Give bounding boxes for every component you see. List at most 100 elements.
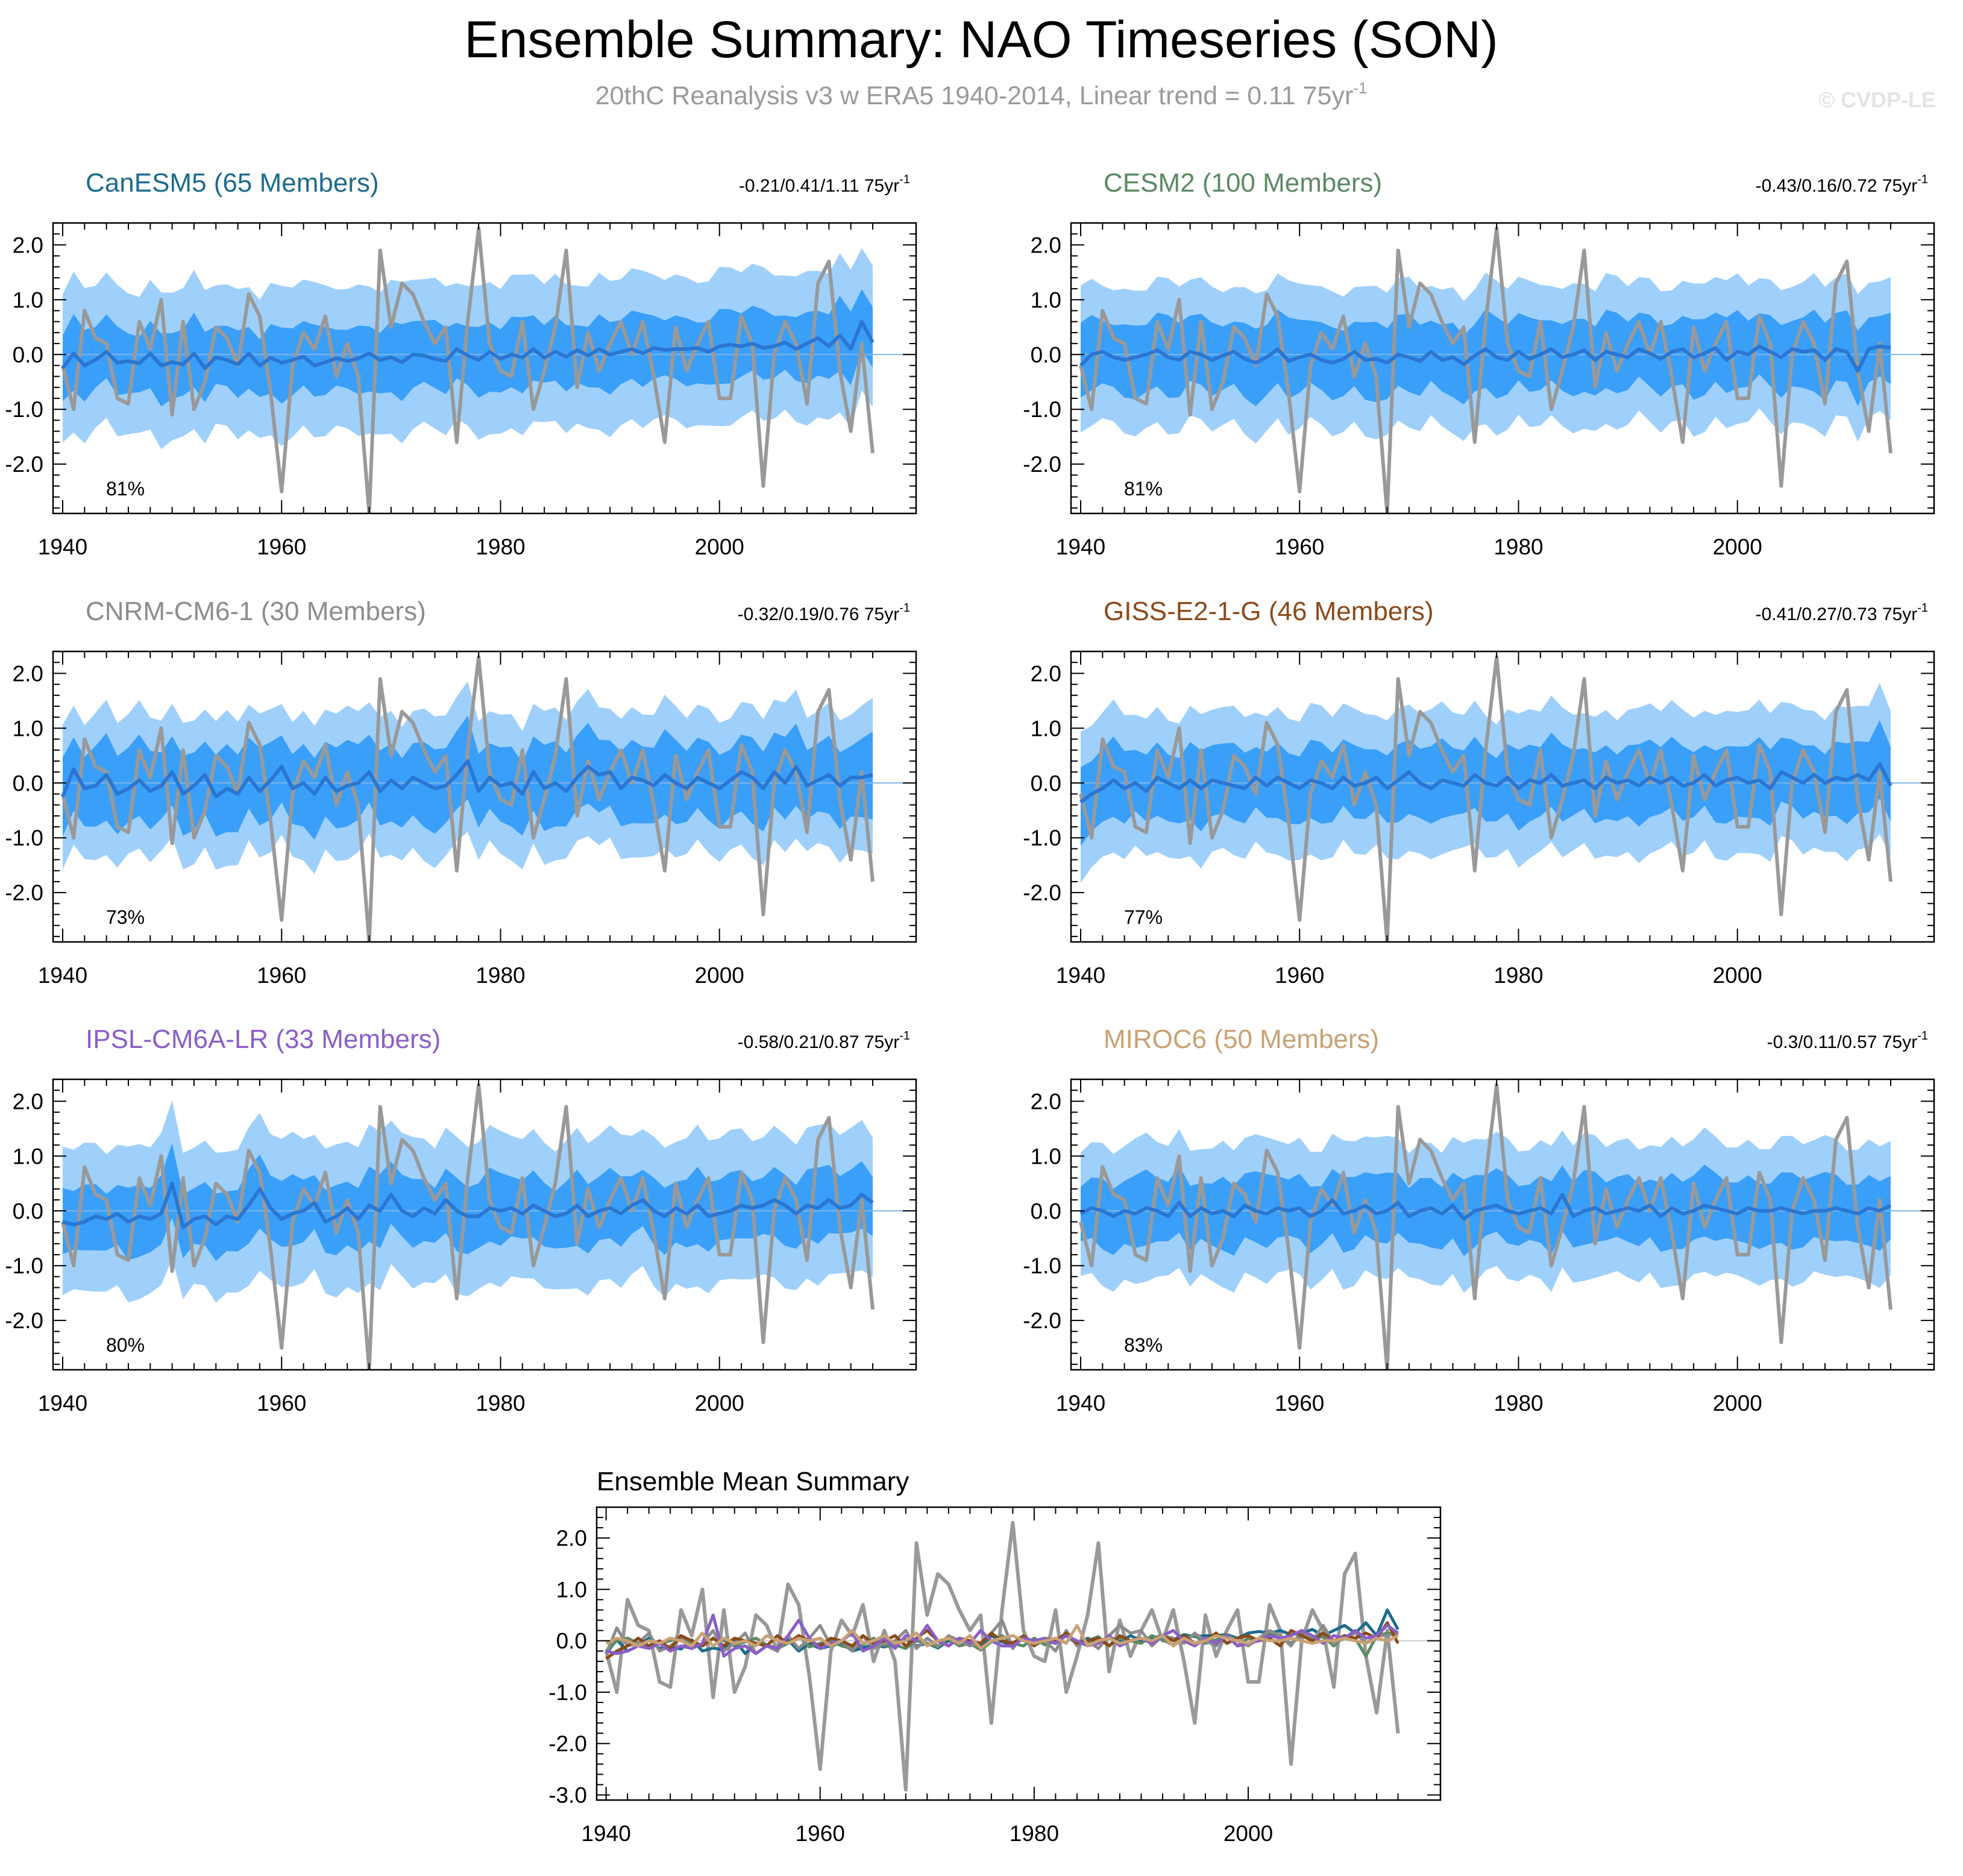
plot-frame (52, 222, 917, 515)
x-tick-label: 2000 (1713, 1391, 1762, 1416)
panel-title: CESM2 (100 Members) (1104, 168, 1382, 198)
x-tick-label: 2000 (695, 963, 744, 988)
percent-label: 83% (1124, 1334, 1163, 1356)
panel-stats: -0.43/0.16/0.72 75yr-1 (1756, 173, 1928, 196)
y-tick-label: -2.0 (548, 1731, 587, 1756)
x-tick-label: 1960 (1275, 963, 1324, 988)
stats-value: -0.41/0.27/0.73 75yr (1756, 604, 1918, 624)
x-tick-label: 1980 (1010, 1821, 1059, 1846)
y-tick-label: 1.0 (1031, 287, 1061, 312)
y-tick-label: -2.0 (1023, 880, 1061, 905)
y-tick-label: -1.0 (5, 826, 43, 850)
percent-label: 77% (1124, 906, 1163, 928)
y-tick-label: 2.0 (556, 1526, 587, 1551)
ensemble-mean-line (61, 319, 875, 370)
plot-frame (52, 1078, 917, 1371)
plot-frame (1070, 1078, 1935, 1371)
subtitle-text: 20thC Reanalysis v3 w ERA5 1940-2014, Li… (595, 81, 1354, 110)
mean-line-miroc6 (605, 1623, 1399, 1650)
x-tick-label: 1940 (38, 963, 87, 988)
x-tick-label: 2000 (1713, 535, 1762, 559)
plot-frame (1070, 222, 1935, 515)
x-tick-label: 1980 (476, 535, 525, 559)
x-tick-label: 1960 (257, 535, 306, 559)
x-tick-label: 1980 (1493, 963, 1543, 988)
x-tick-label: 1960 (1275, 1391, 1324, 1416)
plot-frame (595, 1506, 1442, 1801)
y-tick-label: -1.0 (548, 1680, 587, 1705)
percent-label: 81% (1124, 478, 1163, 500)
x-tick-label: 1940 (581, 1821, 630, 1846)
x-tick-label: 2000 (1713, 963, 1762, 988)
panel-stats: -0.32/0.19/0.76 75yr-1 (738, 601, 910, 624)
panel-5: 1940 1960 1980 2000 2.0 1.0 0.0 -1.0 -2.0 IPSL-CM… (5, 1024, 917, 1416)
y-tick-label: 2.0 (1031, 1089, 1061, 1114)
y-tick-label: 1.0 (13, 287, 43, 312)
page-title: Ensemble Summary: NAO Timeseries (SON) (464, 11, 1498, 69)
plot-area (53, 1083, 916, 1370)
y-tick-label: -2.0 (1023, 1308, 1061, 1333)
panel-stats: -0.21/0.41/1.11 75yr-1 (739, 173, 910, 196)
x-tick-label: 1940 (1056, 1391, 1105, 1416)
y-tick-label: 1.0 (13, 1144, 43, 1169)
y-tick-label: 2.0 (13, 233, 43, 257)
y-tick-label: 2.0 (13, 661, 43, 686)
observed-line (61, 227, 875, 513)
y-tick-label: -1.0 (5, 397, 43, 422)
y-tick-label: 1.0 (1031, 716, 1061, 741)
y-tick-label: 1.0 (13, 716, 43, 741)
plot-area (1071, 1083, 1934, 1370)
x-tick-label: 1940 (38, 1391, 87, 1416)
y-tick-label: -1.0 (5, 1253, 43, 1278)
x-tick-label: 1960 (257, 963, 306, 988)
plot-frame (1070, 650, 1935, 943)
y-tick-label: 0.0 (1031, 771, 1061, 795)
mean-line-ipsl-cm6a-lr (606, 1613, 1399, 1658)
stats-exponent: -1 (899, 1029, 910, 1043)
stats-value: -0.21/0.41/1.11 75yr (739, 176, 899, 196)
panel-title: Ensemble Mean Summary (597, 1467, 909, 1496)
percent-label: 81% (106, 478, 145, 500)
x-tick-label: 1980 (1493, 1391, 1543, 1416)
x-tick-label: 1960 (257, 1391, 306, 1416)
y-tick-label: -2.0 (1023, 452, 1061, 477)
ensemble-mean-line (62, 1181, 874, 1229)
x-tick-label: 1940 (1056, 963, 1105, 988)
stats-value: -0.32/0.19/0.76 75yr (738, 604, 900, 624)
panel-1: 1940 1960 1980 2000 2.0 1.0 0.0 -1.0 -2.0 CanESM5… (5, 168, 917, 559)
x-tick-label: 1980 (1493, 535, 1543, 559)
y-tick-label: 0.0 (13, 342, 43, 367)
x-tick-label: 1960 (1275, 535, 1324, 559)
ensemble-mean-line (1079, 762, 1892, 804)
panel-6: 1940 1960 1980 2000 2.0 1.0 0.0 -1.0 -2.0 MIROC6 … (1023, 1024, 1935, 1416)
y-tick-label: 1.0 (1031, 1144, 1061, 1169)
observed-line (1079, 227, 1892, 513)
page-subtitle: 20thC Reanalysis v3 w ERA5 1940-2014, Li… (595, 79, 1368, 110)
x-tick-label: 1940 (38, 535, 87, 559)
plot-area (597, 1520, 1440, 1792)
stats-exponent: -1 (1917, 1029, 1928, 1043)
panel-title: CanESM5 (65 Members) (86, 168, 379, 198)
panel-stats: -0.3/0.11/0.57 75yr-1 (1767, 1029, 1928, 1052)
y-tick-label: -1.0 (1023, 397, 1061, 422)
stats-exponent: -1 (899, 601, 910, 615)
x-tick-label: 1980 (476, 963, 525, 988)
y-tick-label: -3.0 (548, 1783, 587, 1807)
y-tick-label: 2.0 (1031, 233, 1061, 257)
x-tick-label: 1960 (796, 1821, 845, 1846)
x-tick-label: 2000 (695, 1391, 744, 1416)
y-tick-label: 1.0 (556, 1577, 587, 1602)
observed-line (61, 1083, 875, 1370)
panel-title: CNRM-CM6-1 (30 Members) (86, 597, 426, 626)
y-tick-label: -2.0 (5, 880, 43, 905)
y-tick-label: 0.0 (556, 1629, 587, 1654)
x-tick-label: 1980 (476, 1391, 525, 1416)
y-tick-label: 2.0 (13, 1089, 43, 1114)
panels: 1940 1960 1980 2000 2.0 1.0 0.0 -1.0 -2.0 CanESM5… (5, 168, 1935, 1846)
x-tick-label: 1940 (1056, 535, 1105, 559)
observed-line (61, 655, 875, 942)
plot-frame (52, 650, 917, 943)
ensemble-mean-line (61, 759, 873, 798)
percent-label: 73% (106, 906, 145, 928)
